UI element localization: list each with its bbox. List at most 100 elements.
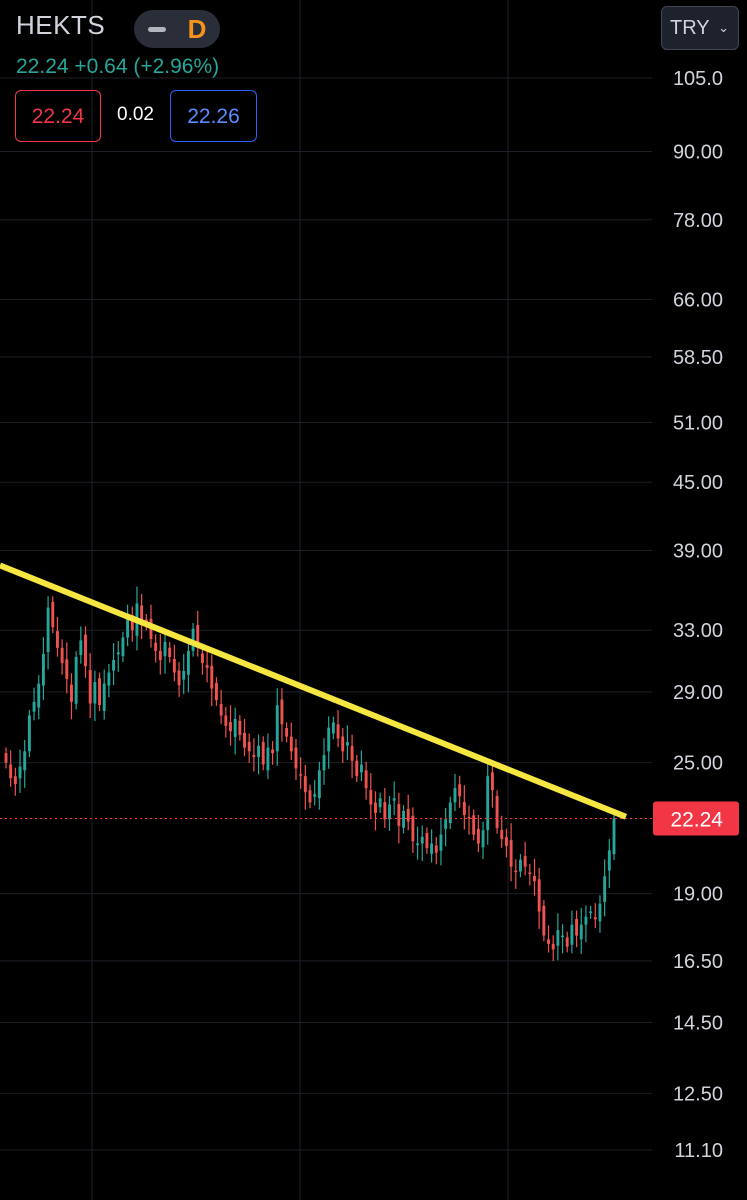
candle-body [154, 642, 158, 651]
candle-body [4, 753, 8, 763]
candle-body [504, 837, 508, 846]
symbol-title[interactable]: HEKTS [16, 10, 106, 40]
y-tick-label: 90.00 [673, 142, 723, 164]
candle-body [565, 937, 569, 947]
candle-body [458, 784, 462, 797]
candle-body [74, 656, 78, 704]
candle-body [294, 747, 298, 769]
candle-body [172, 658, 176, 673]
candle-body [607, 850, 611, 871]
candle-body [261, 741, 265, 765]
candle-body [448, 802, 452, 824]
candle-body [299, 774, 303, 776]
candle-body [116, 652, 120, 655]
candle-body [93, 682, 97, 704]
currency-select[interactable]: TRY ⌄ [661, 6, 739, 50]
candle-body [533, 875, 536, 882]
candle-body [556, 930, 560, 946]
interval-pill[interactable]: D [134, 10, 220, 48]
candle-body [200, 653, 204, 664]
candle-body [27, 715, 31, 752]
candle-body [402, 810, 405, 828]
y-tick-label: 105.0 [673, 68, 723, 90]
candle-body [280, 699, 284, 725]
candle-body [70, 684, 73, 702]
candle-body [430, 843, 434, 854]
candle-body [486, 776, 490, 831]
candlestick-series [4, 586, 616, 962]
candle-body [374, 802, 377, 813]
sell-price-button[interactable]: 22.24 [15, 90, 101, 142]
y-tick-label: 45.00 [673, 472, 723, 494]
candle-body [121, 637, 125, 657]
candle-body [523, 855, 527, 867]
candle-body [41, 653, 45, 686]
candle-body [542, 905, 546, 936]
candle-body [350, 745, 354, 761]
candle-body [444, 819, 448, 829]
candle-body [584, 916, 588, 925]
candle-body [317, 770, 321, 799]
candle-body [378, 798, 382, 808]
candle-body [229, 722, 232, 732]
candle-body [612, 818, 616, 855]
candle-body [481, 830, 485, 848]
candle-body [271, 749, 275, 754]
candle-body [476, 828, 480, 844]
candle-body [219, 703, 223, 716]
candle-body [561, 935, 565, 938]
candle-body [215, 682, 218, 701]
candle-body [112, 660, 116, 671]
candle-body [547, 939, 550, 944]
candle-body [406, 808, 410, 822]
candle-body [509, 840, 513, 867]
candle-body [252, 755, 256, 757]
candle-body [285, 727, 289, 737]
candle-body [243, 732, 246, 748]
candle-body [177, 670, 181, 686]
last-price-badge [653, 801, 739, 836]
candle-body [453, 788, 457, 803]
candle-body [603, 876, 607, 902]
price-axis[interactable]: 105.0 90.00 78.00 66.00 58.50 51.00 45.00 39.00… [673, 68, 723, 1162]
candle-body [490, 772, 494, 791]
candle-body [364, 770, 368, 789]
y-tick-label: 78.00 [673, 210, 723, 232]
candle-body [182, 670, 186, 680]
candle-body [233, 718, 237, 738]
candle-body [579, 924, 583, 940]
buy-price-button[interactable]: 22.26 [170, 90, 257, 142]
y-tick-label: 16.50 [673, 951, 723, 973]
candle-body [341, 736, 345, 752]
trendline[interactable] [0, 562, 628, 820]
candle-body [289, 736, 293, 752]
candle-body [462, 802, 466, 816]
y-tick-label: 66.00 [673, 290, 723, 312]
candle-body [434, 845, 438, 853]
candle-body [355, 760, 359, 777]
candle-body [345, 742, 349, 746]
candle-body [210, 665, 214, 689]
candle-body [336, 724, 340, 739]
candle-body [168, 647, 172, 657]
candle-body [13, 776, 17, 785]
candle-body [331, 722, 335, 734]
candle-body [88, 670, 92, 704]
candle-body [37, 683, 41, 708]
candle-body [369, 790, 373, 805]
candle-body [238, 720, 242, 735]
candle-body [575, 919, 579, 936]
candle-body [359, 764, 363, 773]
candle-body [570, 924, 574, 945]
candle-body [46, 607, 50, 653]
candle-body [130, 614, 134, 631]
candle-body [140, 605, 144, 622]
price-change: 22.24 +0.64 (+2.96%) [16, 55, 220, 78]
candle-body [79, 640, 83, 656]
candle-body [18, 766, 22, 779]
candle-body [528, 872, 532, 874]
candle-body [224, 715, 228, 726]
candle-body [107, 672, 111, 686]
candle-body [303, 776, 307, 793]
